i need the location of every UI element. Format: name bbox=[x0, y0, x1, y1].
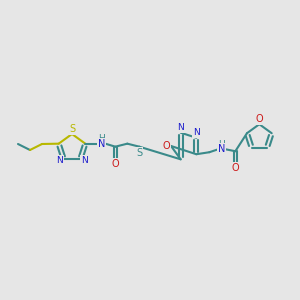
Text: S: S bbox=[69, 124, 75, 134]
Text: N: N bbox=[177, 123, 184, 132]
Text: O: O bbox=[162, 141, 170, 151]
Text: N: N bbox=[81, 156, 88, 165]
Text: N: N bbox=[193, 128, 200, 137]
Text: N: N bbox=[218, 144, 225, 154]
Text: S: S bbox=[136, 148, 142, 158]
Text: H: H bbox=[218, 140, 225, 149]
Text: O: O bbox=[112, 159, 119, 169]
Text: N: N bbox=[98, 139, 105, 149]
Text: O: O bbox=[256, 114, 263, 124]
Text: O: O bbox=[232, 163, 239, 173]
Text: N: N bbox=[56, 156, 63, 165]
Text: H: H bbox=[98, 134, 105, 143]
